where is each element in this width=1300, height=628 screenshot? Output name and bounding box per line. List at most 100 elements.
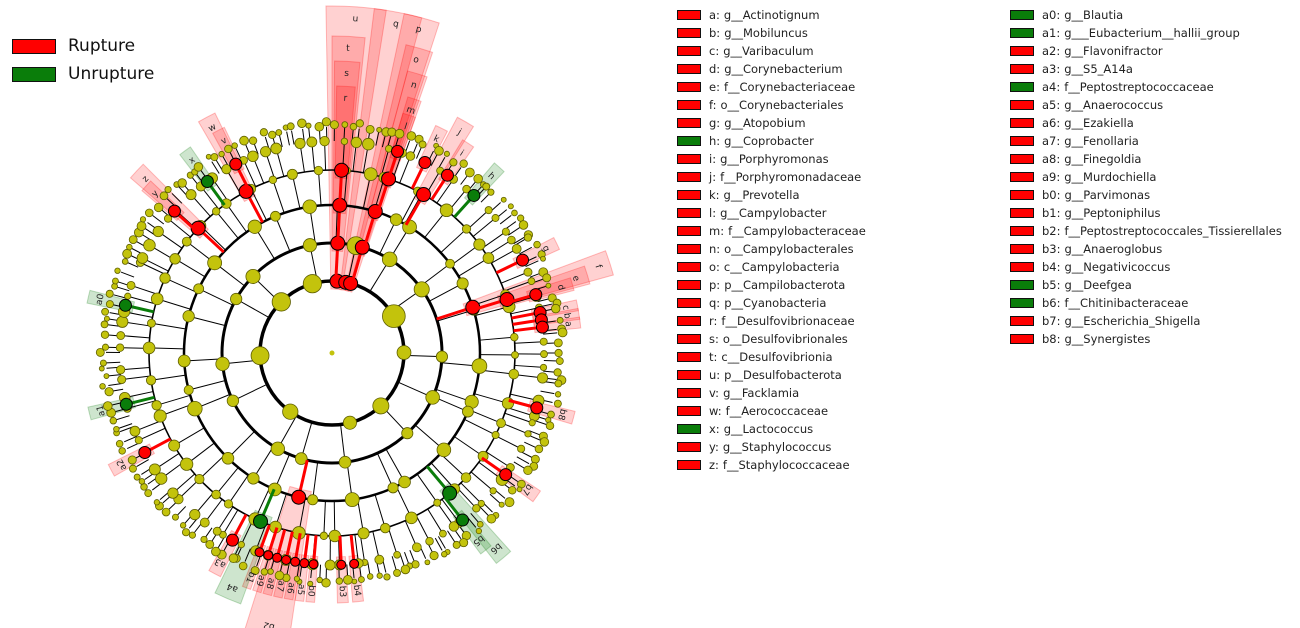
legend-taxon: g__Facklamia xyxy=(723,386,800,400)
legend-taxon: g__Finegoldia xyxy=(1064,152,1142,166)
taxon-node xyxy=(381,251,398,268)
tree-branch xyxy=(150,374,186,381)
taxon-node xyxy=(228,553,239,564)
legend-item: t: c__Desulfovibrionia xyxy=(677,348,866,366)
taxon-node xyxy=(424,559,431,566)
clade-label: q xyxy=(392,19,400,30)
taxon-node xyxy=(211,207,221,216)
taxon-node xyxy=(476,521,484,528)
taxon-node xyxy=(554,379,563,388)
taxon-node xyxy=(268,175,278,184)
legend-swatch xyxy=(677,100,701,110)
taxon-node xyxy=(340,137,349,146)
taxon-node xyxy=(151,400,162,411)
tree-branch xyxy=(228,474,249,505)
taxon-node xyxy=(518,220,529,230)
tree-branch xyxy=(427,508,444,534)
legend-key: o: xyxy=(709,260,720,274)
legend-swatch xyxy=(677,82,701,92)
legend-item: b4: g__Negativicoccus xyxy=(1010,258,1282,276)
taxon-node xyxy=(313,165,324,176)
taxon-node xyxy=(116,315,129,328)
taxon-node xyxy=(230,292,243,306)
clade-label: d xyxy=(555,283,566,291)
clade-label: j xyxy=(455,127,463,137)
taxon-node xyxy=(161,507,171,517)
taxon-node xyxy=(374,554,385,565)
taxon-node xyxy=(282,403,299,420)
taxon-node xyxy=(294,452,308,465)
taxon-node xyxy=(116,331,126,340)
taxon-node xyxy=(349,122,358,131)
taxon-node xyxy=(396,345,412,360)
tree-branch xyxy=(227,430,256,459)
clade-label: b4 xyxy=(351,584,362,597)
clade-label: a xyxy=(562,321,573,328)
taxon-node xyxy=(517,444,526,453)
taxon-node xyxy=(193,162,204,172)
clade-label: a7 xyxy=(274,579,286,592)
legend-swatch xyxy=(1010,118,1034,128)
legend-item: a3: g__S5_A14a xyxy=(1010,60,1282,78)
highlight-node-a0 xyxy=(118,298,132,312)
taxon-node xyxy=(142,341,156,355)
taxon-node xyxy=(511,244,522,254)
taxon-node xyxy=(153,202,164,213)
tree-branch xyxy=(375,131,380,146)
taxon-node xyxy=(554,348,563,358)
legend-key: v: xyxy=(709,386,720,400)
clade-label: a2 xyxy=(115,457,129,472)
legend-item: p: p__Campilobacterota xyxy=(677,276,866,294)
taxon-node xyxy=(355,119,364,128)
highlight-node-b7 xyxy=(499,468,513,482)
taxon-node xyxy=(153,499,160,506)
taxon-node xyxy=(461,224,472,234)
taxon-node xyxy=(259,146,272,158)
legend-key: t: xyxy=(709,350,718,364)
taxon-node xyxy=(183,385,194,395)
legend-item: b3: g__Anaeroglobus xyxy=(1010,240,1282,258)
taxon-node xyxy=(245,268,261,284)
highlight-node-h xyxy=(467,188,481,202)
taxon-node xyxy=(487,188,495,196)
legend-key: a8: xyxy=(1042,152,1061,166)
legend-swatch xyxy=(1010,82,1034,92)
taxon-node xyxy=(188,531,196,539)
taxon-node xyxy=(286,122,295,131)
tree-branch xyxy=(291,174,301,209)
legend-swatch xyxy=(1010,226,1034,236)
legend-key: q: xyxy=(709,296,721,310)
tree-branch xyxy=(120,335,150,339)
taxon-node xyxy=(103,315,110,322)
legend-item: z: f__Staphylococcaceae xyxy=(677,456,866,474)
taxon-node xyxy=(105,289,114,298)
taxon-node xyxy=(207,255,223,271)
legend-swatch xyxy=(1010,208,1034,218)
tree-branch xyxy=(127,295,156,305)
taxon-node xyxy=(342,415,357,430)
taxon-node xyxy=(556,316,564,324)
taxon-node xyxy=(321,117,331,127)
legend-taxon: g__Flavonifractor xyxy=(1064,44,1163,58)
legend-taxon: p__Cyanobacteria xyxy=(724,296,827,310)
highlight-node-r xyxy=(334,162,350,178)
taxon-node xyxy=(482,182,491,191)
taxon-node xyxy=(547,410,555,419)
tree-branch xyxy=(525,260,539,268)
legend-taxon: g__Ezakiella xyxy=(1064,116,1134,130)
legend-taxon: g__Prevotella xyxy=(723,188,800,202)
taxon-node xyxy=(294,137,306,149)
tree-branch xyxy=(138,427,166,441)
tree-branch xyxy=(440,453,467,478)
taxon-node xyxy=(307,494,319,506)
taxon-node xyxy=(553,399,562,408)
highlight-node-v xyxy=(229,157,243,171)
clade-label: a3 xyxy=(213,556,228,570)
taxon-node xyxy=(116,365,126,375)
tree-branch xyxy=(416,473,438,503)
taxon-node xyxy=(350,136,363,149)
taxon-node xyxy=(383,573,391,581)
tree-branch xyxy=(167,218,191,238)
legend-item: b2: f__Peptostreptococcales_Tissierellale… xyxy=(1010,222,1282,240)
tree-branch xyxy=(250,188,267,221)
